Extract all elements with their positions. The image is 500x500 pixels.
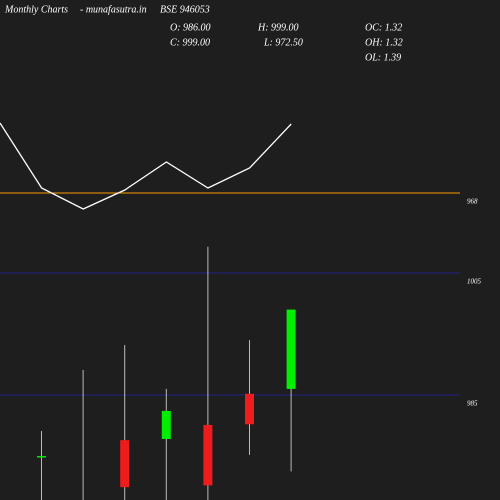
stat: OC: 1.32 (365, 22, 402, 33)
line-panel (0, 122, 460, 210)
stat: L: 972.50 (263, 37, 303, 48)
stat: O: 986.00 (170, 22, 211, 33)
stat: H: 999.00 (257, 22, 299, 33)
line (0, 122, 292, 210)
candle-panel (0, 246, 460, 500)
candle-body (120, 440, 130, 488)
y-tick-label: 968 (467, 198, 478, 206)
y-tick-label: 985 (467, 400, 478, 408)
stat: OL: 1.39 (365, 52, 401, 63)
stat: OH: 1.32 (365, 37, 403, 48)
tick-labels: 968 985 1005 (467, 198, 482, 408)
candle-body (245, 393, 254, 425)
candle-body (286, 309, 296, 389)
stat: C: 999.00 (170, 37, 210, 48)
candle-body (203, 424, 213, 486)
candle-body (161, 410, 171, 439)
y-tick-label: 1005 (467, 278, 482, 286)
candle-body (37, 456, 46, 458)
symbol: BSE 946053 (160, 4, 210, 15)
source: - munafasutra.in (80, 4, 147, 15)
chart-title: Monthly Charts (4, 4, 68, 15)
